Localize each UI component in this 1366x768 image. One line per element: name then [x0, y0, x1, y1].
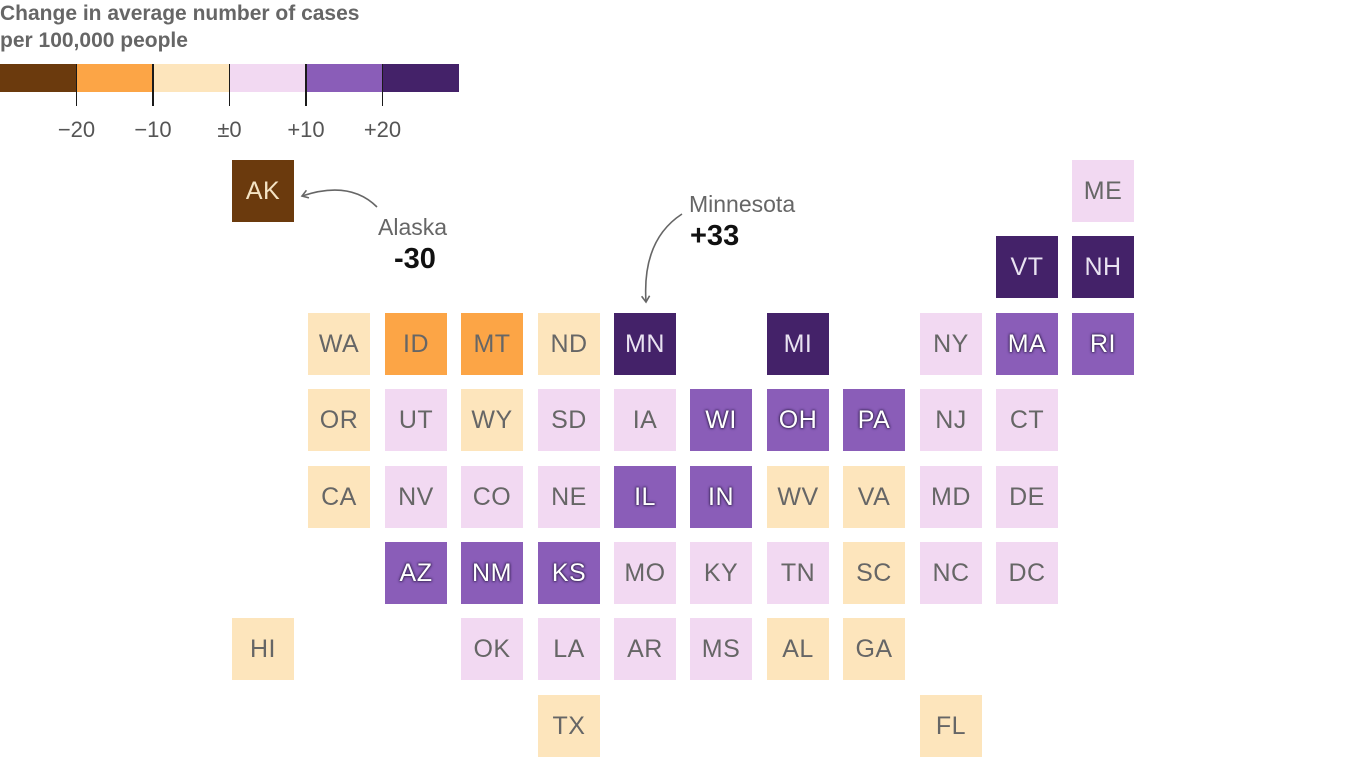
- legend-tick-mark: [228, 64, 231, 106]
- legend-tick-mark: [152, 64, 154, 106]
- legend-tick-mark: [75, 64, 78, 106]
- state-tile-oh: OH: [767, 389, 829, 451]
- state-tile-tn: TN: [767, 542, 829, 604]
- legend-swatch-1: [76, 64, 153, 92]
- alaska-callout-value: -30: [394, 243, 436, 275]
- state-tile-de: DE: [996, 466, 1058, 528]
- legend-color-scale: [0, 64, 459, 92]
- state-tile-ok: OK: [461, 618, 523, 680]
- state-tile-fl: FL: [920, 695, 982, 757]
- state-tile-ia: IA: [614, 389, 676, 451]
- state-tile-sd: SD: [538, 389, 600, 451]
- state-tile-wy: WY: [461, 389, 523, 451]
- state-tile-id: ID: [385, 313, 447, 375]
- state-tile-ca: CA: [308, 466, 370, 528]
- minnesota-arrow: [640, 213, 683, 304]
- state-tile-tx: TX: [538, 695, 600, 757]
- state-tile-pa: PA: [843, 389, 905, 451]
- state-tile-dc: DC: [996, 542, 1058, 604]
- legend-tick-label: +10: [287, 117, 325, 142]
- state-tile-ny: NY: [920, 313, 982, 375]
- legend-swatch-0: [0, 64, 77, 92]
- state-tile-wv: WV: [767, 466, 829, 528]
- state-tile-ms: MS: [690, 618, 752, 680]
- legend-title: Change in average number of cases per 10…: [0, 2, 360, 52]
- alaska-arrow: [300, 189, 378, 208]
- state-tile-me: ME: [1072, 160, 1134, 222]
- state-tile-nj: NJ: [920, 389, 982, 451]
- state-tile-co: CO: [461, 466, 523, 528]
- state-tile-wi: WI: [690, 389, 752, 451]
- state-tile-md: MD: [920, 466, 982, 528]
- legend-swatch-4: [306, 64, 383, 92]
- state-tile-nv: NV: [385, 466, 447, 528]
- state-tile-sc: SC: [843, 542, 905, 604]
- state-tile-nm: NM: [461, 542, 523, 604]
- state-tile-in: IN: [690, 466, 752, 528]
- minnesota-callout-name: Minnesota: [689, 191, 796, 217]
- legend-swatch-5: [382, 64, 459, 92]
- state-tile-ky: KY: [690, 542, 752, 604]
- state-tile-mn: MN: [614, 313, 676, 375]
- state-tile-mi: MI: [767, 313, 829, 375]
- legend-tick-label: −10: [134, 117, 172, 142]
- state-tile-mt: MT: [461, 313, 523, 375]
- legend-tick-label: +20: [363, 117, 402, 142]
- state-tile-il: IL: [614, 466, 676, 528]
- state-tile-az: AZ: [385, 542, 447, 604]
- legend-tick-label: −20: [57, 117, 96, 142]
- state-tile-ct: CT: [996, 389, 1058, 451]
- state-tile-ak: AK: [232, 160, 294, 222]
- legend-tick-mark: [381, 64, 384, 106]
- legend-swatch-2: [153, 64, 230, 92]
- state-tile-or: OR: [308, 389, 370, 451]
- state-tile-mo: MO: [614, 542, 676, 604]
- state-tile-ar: AR: [614, 618, 676, 680]
- state-tile-wa: WA: [308, 313, 370, 375]
- state-tile-nd: ND: [538, 313, 600, 375]
- state-tile-ri: RI: [1072, 313, 1134, 375]
- state-tile-va: VA: [843, 466, 905, 528]
- state-tile-ut: UT: [385, 389, 447, 451]
- state-tile-hi: HI: [232, 618, 294, 680]
- state-tile-vt: VT: [996, 236, 1058, 298]
- legend-tick-label: ±0: [217, 117, 242, 142]
- state-tile-ga: GA: [843, 618, 905, 680]
- legend-swatch-3: [229, 64, 306, 92]
- state-tile-ks: KS: [538, 542, 600, 604]
- state-tile-ma: MA: [996, 313, 1058, 375]
- state-tile-ne: NE: [538, 466, 600, 528]
- minnesota-callout-value: +33: [690, 220, 740, 252]
- state-tile-nc: NC: [920, 542, 982, 604]
- state-tile-nh: NH: [1072, 236, 1134, 298]
- legend-tick-mark: [305, 64, 307, 106]
- state-tile-al: AL: [767, 618, 829, 680]
- state-tile-la: LA: [538, 618, 600, 680]
- alaska-callout-name: Alaska: [378, 214, 448, 240]
